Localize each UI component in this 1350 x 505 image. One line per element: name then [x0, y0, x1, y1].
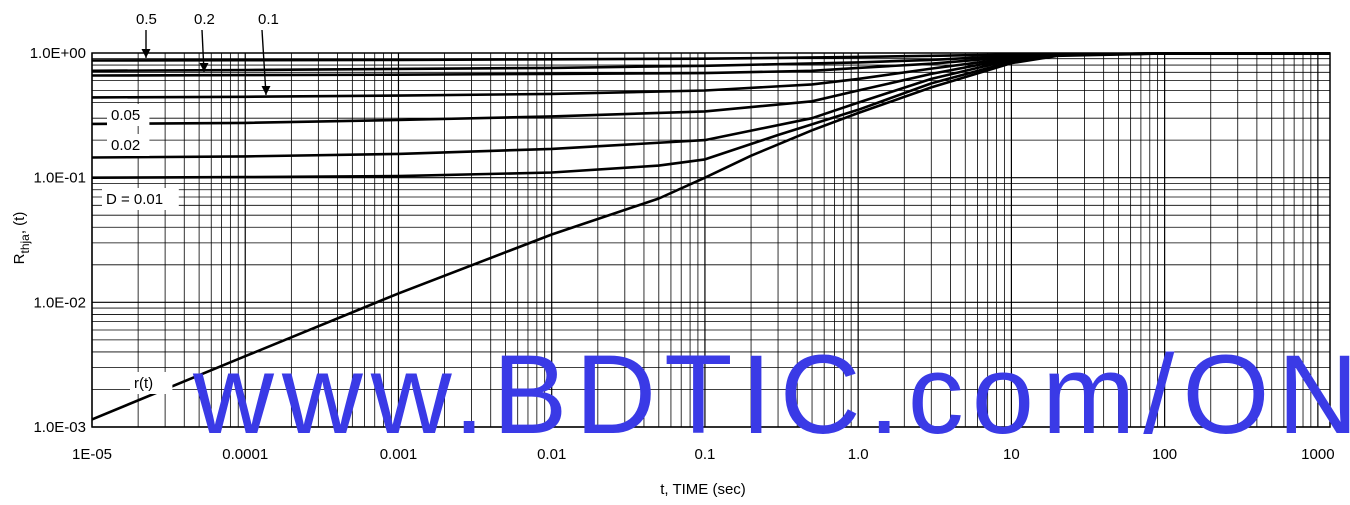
y-axis-ticks: 1.0E-03 1.0E-02 1.0E-01 1.0E+00	[30, 45, 86, 436]
arrow-duty-0-2-head	[199, 63, 209, 72]
label-duty-0-1: 0.1	[258, 11, 279, 28]
x-tick-label: 1000	[1301, 446, 1334, 463]
label-duty-0-01: D = 0.01	[106, 191, 163, 208]
annotations-group: 0.5 0.2 0.1 0.05 0.02 D = 0.01 r(t)	[102, 11, 279, 394]
x-tick-label: 1E-05	[72, 446, 112, 463]
y-tick-label: 1.0E-02	[33, 294, 86, 311]
grid	[91, 53, 1330, 428]
label-duty-0-05: 0.05	[111, 107, 140, 124]
x-tick-label: 0.01	[537, 446, 566, 463]
x-axis-label: t, TIME (sec)	[660, 481, 746, 498]
y-tick-label: 1.0E-03	[33, 419, 86, 436]
y-tick-label: 1.0E-01	[33, 170, 86, 187]
y-axis-label-sub: thja	[18, 234, 32, 254]
arrow-duty-0-1-line	[261, 29, 267, 96]
x-tick-label: 0.001	[380, 446, 418, 463]
label-duty-0-5: 0.5	[136, 11, 157, 28]
arrow-duty-0-1-head	[261, 86, 271, 95]
x-axis-ticks: 1E-05 0.0001 0.001 0.01 0.1 1.0 10 100 1000	[72, 446, 1335, 463]
label-r-t-background	[130, 372, 173, 394]
label-duty-0-02-background	[107, 134, 150, 156]
x-tick-label: 1.0	[848, 446, 869, 463]
series-line-8	[91, 52, 1330, 421]
arrow-duty-0-5-head	[141, 49, 151, 58]
x-tick-label: 10	[1003, 446, 1020, 463]
x-tick-label: 0.1	[695, 446, 716, 463]
series-group	[91, 52, 1330, 421]
y-axis-label-main: R	[11, 253, 28, 264]
y-tick-label: 1.0E+00	[30, 45, 86, 62]
y-axis-label: Rthja, (t)	[11, 212, 32, 265]
label-r-t: r(t)	[134, 375, 153, 392]
label-duty-0-2: 0.2	[194, 11, 215, 28]
series-line-5	[91, 52, 1330, 126]
label-duty-0-01-background	[102, 188, 179, 210]
watermark: www.BDTIC.com/ON	[192, 332, 1350, 457]
x-tick-label: 100	[1152, 446, 1177, 463]
series-line-2	[91, 52, 1330, 73]
label-duty-0-02: 0.02	[111, 137, 140, 154]
label-duty-0-05-background	[107, 104, 150, 126]
y-axis-label-suffix: , (t)	[11, 212, 28, 235]
x-tick-label: 0.0001	[222, 446, 268, 463]
plot-frame	[91, 52, 1331, 428]
